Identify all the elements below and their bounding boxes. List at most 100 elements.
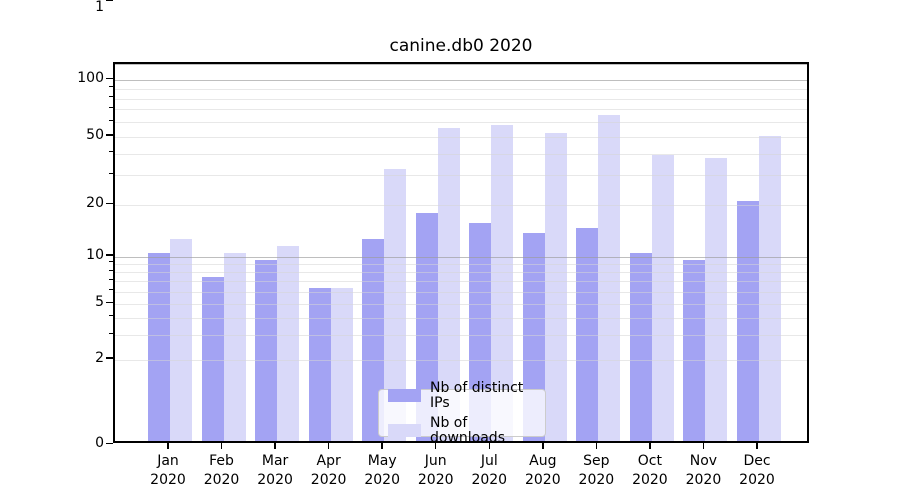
x-tick-label-apr-2020: Apr 2020 [310,453,347,488]
x-tick-label-jun-2020: Jun 2020 [417,453,454,488]
x-tick-label-may-2020: May 2020 [364,453,400,488]
bar-ips-jan-2020 [148,252,170,441]
y-tick-label-1: 1 [95,0,104,15]
bar-downloads-apr-2020 [330,287,353,441]
y-tick-mark-100 [106,77,113,80]
bar-downloads-dec-2020 [758,136,781,441]
y-tick-label-10: 10 [86,246,104,263]
y-tick-label-2: 2 [95,349,104,366]
x-tick-mark-aug-2020 [542,443,544,449]
x-tick-mark-jul-2020 [488,443,490,449]
gridline-minor-30 [115,175,807,177]
x-tick-mark-sep-2020 [595,443,598,449]
chart-title: canine.db0 2020 [389,36,533,56]
y-tick-mark-minor-90 [109,86,113,88]
gridline-minor-9 [115,263,807,265]
legend-label-distinct-ips: Nb of distinct IPs [430,379,524,411]
x-tick-mark-mar-2020 [274,443,276,449]
bar-downloads-nov-2020 [705,157,728,441]
x-tick-mark-may-2020 [381,443,383,449]
x-tick-label-feb-2020: Feb 2020 [203,453,240,488]
x-tick-mark-feb-2020 [220,443,223,449]
y-tick-label-20: 20 [86,195,104,212]
y-tick-mark-minor-70 [109,106,113,108]
gridline-minor-70 [115,109,807,111]
gridline-minor-6 [115,291,807,293]
x-tick-label-jan-2020: Jan 2020 [150,453,186,488]
bar-ips-apr-2020 [308,287,331,441]
y-tick-mark-minor-9 [109,261,113,263]
y-tick-mark-2 [106,357,113,359]
x-tick-mark-oct-2020 [649,443,651,449]
x-tick-label-sep-2020: Sep 2020 [578,453,615,488]
x-tick-mark-jun-2020 [435,443,437,449]
gridline-major-10 [115,256,807,258]
bar-downloads-sep-2020 [598,115,621,441]
y-tick-mark-1 [106,0,113,2]
x-tick-mark-dec-2020 [756,443,758,449]
gridline-minor-2 [115,359,807,361]
legend-item-distinct-ips: Nb of distinct IPs [388,379,536,411]
y-tick-mark-minor-8 [109,269,113,271]
legend: Nb of distinct IPs Nb of downloads [378,380,546,445]
gridline-major-100 [115,80,807,82]
gridline-minor-50 [115,136,807,138]
gridline-minor-8 [115,272,807,273]
y-tick-label-100: 100 [77,70,104,87]
bar-ips-oct-2020 [629,252,652,441]
y-tick-label-0: 0 [95,435,104,451]
bar-downloads-aug-2020 [544,133,567,441]
bar-downloads-mar-2020 [277,245,300,441]
x-tick-label-dec-2020: Dec 2020 [739,453,775,488]
y-tick-mark-0 [106,442,113,444]
legend-label-downloads: Nb of downloads [430,414,505,446]
y-tick-mark-minor-3 [109,332,113,334]
legend-item-downloads: Nb of downloads [388,414,536,446]
y-tick-mark-minor-7 [109,278,113,280]
y-tick-mark-minor-6 [109,289,113,291]
y-tick-mark-minor-30 [109,172,113,174]
gridline-minor-20 [115,205,807,207]
plot-area [113,62,809,443]
bar-ips-jun-2020 [415,213,438,441]
y-tick-mark-minor-80 [109,96,113,98]
x-tick-mark-nov-2020 [702,443,705,449]
x-tick-mark-apr-2020 [327,443,330,449]
x-tick-label-aug-2020: Aug 2020 [524,453,561,488]
gridline-minor-90 [115,88,807,90]
x-tick-label-jul-2020: Jul 2020 [471,453,508,488]
bar-ips-sep-2020 [576,227,599,441]
x-tick-mark-jan-2020 [167,443,169,449]
bar-downloads-jan-2020 [170,239,192,441]
gridline-minor-7 [115,281,807,283]
gridline-major-1 [115,64,807,65]
y-tick-label-5: 5 [95,294,104,311]
bar-downloads-jul-2020 [491,125,514,441]
gridline-minor-40 [115,153,807,155]
bar-downloads-jun-2020 [437,128,460,441]
bar-downloads-oct-2020 [651,155,674,441]
y-tick-mark-5 [106,301,113,304]
gridline-minor-60 [115,122,807,124]
legend-swatch-downloads [388,424,421,437]
x-tick-label-mar-2020: Mar 2020 [257,453,293,488]
y-tick-mark-minor-60 [109,119,113,121]
x-tick-label-oct-2020: Oct 2020 [632,453,668,488]
y-tick-mark-10 [106,254,113,256]
y-tick-mark-50 [106,134,113,136]
y-tick-mark-minor-40 [109,151,113,153]
x-tick-label-nov-2020: Nov 2020 [685,453,722,488]
gridline-minor-5 [115,304,807,306]
y-tick-mark-20 [106,202,113,205]
grid-layer [115,64,807,441]
bar-ips-dec-2020 [736,201,759,441]
bar-downloads-feb-2020 [223,252,246,441]
gridline-minor-80 [115,98,807,100]
legend-swatch-distinct-ips [388,389,421,402]
bars-layer [115,64,807,441]
gridline-minor-3 [115,335,807,337]
y-tick-mark-minor-4 [109,315,113,317]
y-tick-label-50: 50 [86,126,104,143]
gridline-minor-4 [115,317,807,319]
